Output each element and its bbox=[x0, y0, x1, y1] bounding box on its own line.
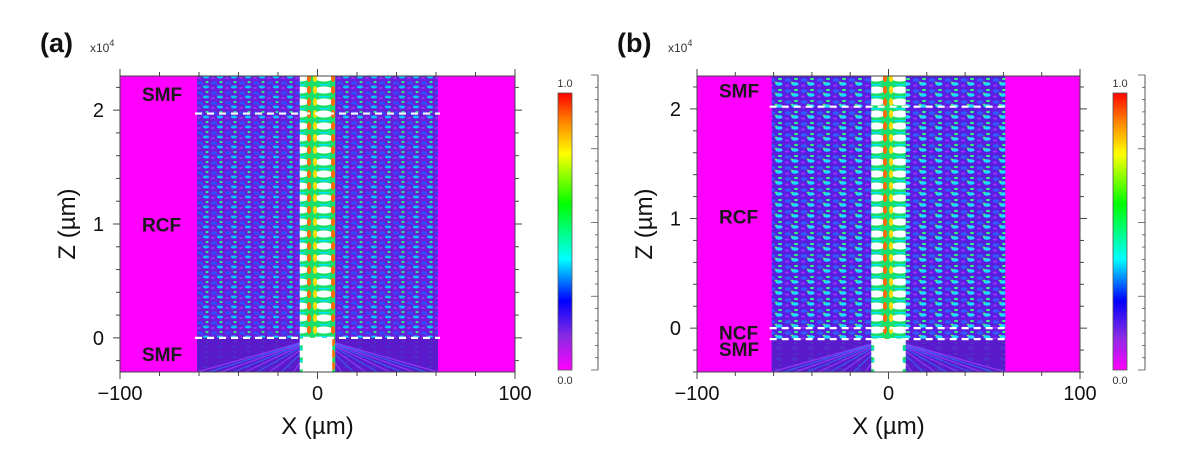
x-tick-label: 0 bbox=[312, 383, 323, 405]
y-tick-label: 0 bbox=[93, 328, 104, 350]
y-multiplier-label: x104 bbox=[668, 38, 692, 55]
colorbar-max-label: 1.0 bbox=[1112, 78, 1127, 90]
colorbar bbox=[557, 92, 573, 371]
region-label-rcf-2: RCF bbox=[719, 207, 758, 228]
panel-label: (a) bbox=[40, 28, 73, 58]
y-tick-label: 1 bbox=[93, 214, 104, 236]
colorbar-min-label: 0.0 bbox=[557, 375, 572, 387]
x-axis-label: X (µm) bbox=[852, 413, 924, 440]
y-tick-label: 0 bbox=[670, 318, 681, 340]
y-axis-label: Z (µm) bbox=[631, 188, 658, 259]
colorbar bbox=[1112, 92, 1128, 371]
core-beam bbox=[871, 76, 906, 372]
x-tick-label: −100 bbox=[97, 383, 142, 405]
region-label-smf-2: SMF bbox=[142, 85, 182, 106]
x-tick-label: 100 bbox=[1063, 383, 1096, 405]
core-input bbox=[874, 339, 903, 372]
y-tick-label: 2 bbox=[670, 99, 681, 121]
core-input bbox=[302, 337, 333, 372]
region-label-smf-3: SMF bbox=[719, 81, 759, 102]
x-tick-label: −100 bbox=[674, 383, 719, 405]
panel-label: (b) bbox=[617, 28, 651, 58]
core-beam bbox=[299, 76, 336, 372]
region-label-smf-0: SMF bbox=[142, 345, 182, 366]
y-tick-label: 1 bbox=[670, 209, 681, 231]
y-multiplier-label: x104 bbox=[90, 38, 114, 55]
colorbar-max-label: 1.0 bbox=[557, 78, 572, 90]
region-label-smf-0: SMF bbox=[719, 340, 759, 361]
y-axis-label: Z (µm) bbox=[54, 188, 81, 259]
y-tick-label: 2 bbox=[93, 100, 104, 122]
x-tick-label: 100 bbox=[498, 383, 531, 405]
region-label-ncf-1: NCF bbox=[719, 324, 758, 345]
x-tick-label: 0 bbox=[883, 383, 894, 405]
colorbar-min-label: 0.0 bbox=[1112, 375, 1127, 387]
x-axis-label: X (µm) bbox=[281, 413, 353, 440]
region-label-rcf-1: RCF bbox=[142, 216, 181, 237]
